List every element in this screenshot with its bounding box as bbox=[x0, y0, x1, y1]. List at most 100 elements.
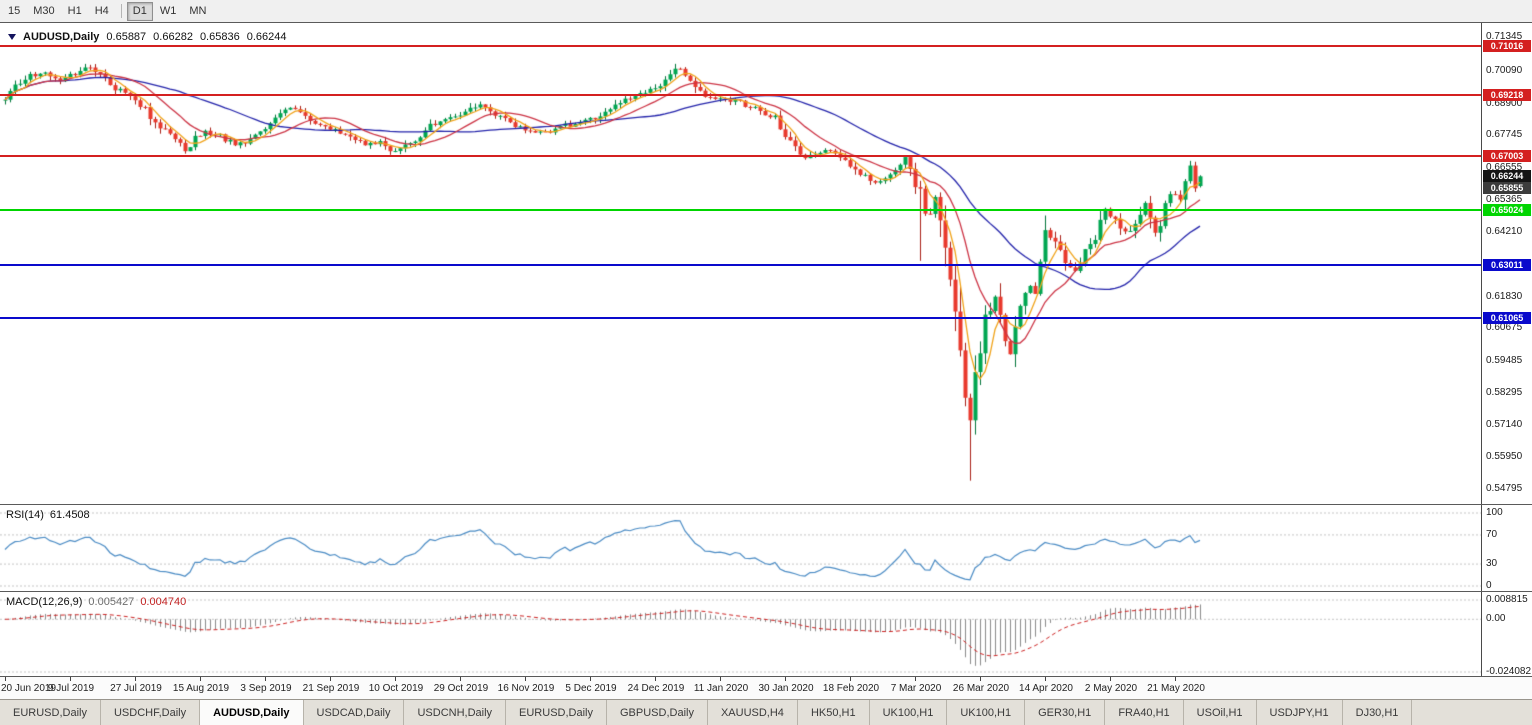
timeframe-button-d1[interactable]: D1 bbox=[126, 1, 153, 21]
price-axis-label: 0.59485 bbox=[1486, 354, 1523, 366]
timeframe-button-mn[interactable]: MN bbox=[189, 5, 207, 17]
chart-tab-xauusd-h4[interactable]: XAUUSD,H4 bbox=[707, 700, 798, 725]
time-scale[interactable]: 20 Jun 2019 9 Jul 2019 27 Jul 2019 15 Aug 2… bbox=[0, 677, 1532, 699]
price-axis-label: 0.65365 bbox=[1486, 194, 1523, 206]
date-tick bbox=[590, 677, 591, 681]
ohlc-high: 0.66282 bbox=[153, 31, 193, 43]
date-tick bbox=[5, 677, 6, 681]
rsi-label: RSI(14) 61.4508 bbox=[6, 509, 90, 521]
price-axis-label: 0.67745 bbox=[1486, 129, 1523, 141]
symbol-ohlc-line: AUDUSD,Daily 0.65887 0.66282 0.65836 0.6… bbox=[8, 31, 286, 43]
macd-axis-label: 0.008815 bbox=[1486, 594, 1528, 605]
date-label: 20 Jun 2019 bbox=[1, 683, 57, 694]
rsi-axis-label: 70 bbox=[1486, 528, 1498, 540]
date-label: 29 Oct 2019 bbox=[433, 683, 489, 694]
date-label: 14 Apr 2020 bbox=[1019, 683, 1073, 694]
date-label: 5 Dec 2019 bbox=[565, 683, 617, 694]
ohlc-open: 0.65887 bbox=[106, 31, 147, 43]
chart-menu-icon[interactable] bbox=[8, 34, 16, 40]
timeframe-toolbar: 15 M30 H1 H4 D1 W1 MN bbox=[0, 0, 1532, 22]
chart-tab-eurusd-daily[interactable]: EURUSD,Daily bbox=[0, 700, 101, 725]
price-axis-label: 0.61830 bbox=[1486, 290, 1523, 302]
date-tick bbox=[265, 677, 266, 681]
chart-tab-dj30-h1[interactable]: DJ30,H1 bbox=[1342, 700, 1413, 725]
current-price-badge: 0.66244 bbox=[1483, 170, 1531, 183]
date-tick bbox=[980, 677, 981, 681]
chart-tab-fra40-h1[interactable]: FRA40,H1 bbox=[1105, 700, 1184, 725]
ohlc-low: 0.65836 bbox=[199, 31, 240, 43]
date-tick bbox=[200, 677, 201, 681]
price-axis-label: 0.66555 bbox=[1486, 161, 1523, 173]
date-tick bbox=[785, 677, 786, 681]
chart-tab-ger30-h1[interactable]: GER30,H1 bbox=[1025, 700, 1106, 725]
chart-tab-eurusd-daily[interactable]: EURUSD,Daily bbox=[506, 700, 607, 725]
chart-tab-uk100-h1[interactable]: UK100,H1 bbox=[869, 700, 948, 725]
price-axis-label: 0.54795 bbox=[1486, 483, 1523, 494]
chart-tab-bar: EURUSD,Daily USDCHF,Daily AUDUSD,Daily USDC… bbox=[0, 699, 1532, 725]
date-label: 3 Sep 2019 bbox=[240, 683, 292, 694]
macd-axis-label: 0.00 bbox=[1486, 613, 1506, 625]
date-label: 11 Jan 2020 bbox=[693, 683, 749, 694]
chart-tab-usdjpy-h1[interactable]: USDJPY,H1 bbox=[1256, 700, 1343, 725]
macd-axis-label: -0.024082 bbox=[1486, 666, 1532, 677]
date-tick bbox=[850, 677, 851, 681]
rsi-value: 61.4508 bbox=[49, 509, 90, 521]
toolbar-separator bbox=[120, 4, 122, 18]
date-label: 2 May 2020 bbox=[1084, 683, 1138, 694]
date-label: 21 May 2020 bbox=[1147, 683, 1205, 694]
chart-tab-usdchf-daily[interactable]: USDCHF,Daily bbox=[100, 700, 201, 725]
date-label: 7 Mar 2020 bbox=[890, 683, 942, 694]
chart-tab-hk50-h1[interactable]: HK50,H1 bbox=[797, 700, 870, 725]
macd-label: MACD(12,26,9) 0.005427 0.004740 bbox=[6, 596, 186, 608]
level-price-badge: 0.71016 bbox=[1483, 39, 1531, 52]
macd-name: MACD(12,26,9) bbox=[6, 596, 83, 608]
level-price-badge: 0.61065 bbox=[1483, 311, 1531, 324]
macd-main-value: 0.005427 bbox=[88, 596, 135, 608]
chart-frame-bottom bbox=[0, 676, 1532, 677]
price-axis-label: 0.64210 bbox=[1486, 225, 1523, 237]
symbol-name: AUDUSD,Daily bbox=[23, 31, 100, 43]
date-tick bbox=[655, 677, 656, 681]
date-label: 24 Dec 2019 bbox=[627, 683, 685, 694]
chart-tab-usdcad-daily[interactable]: USDCAD,Daily bbox=[303, 700, 405, 725]
date-tick bbox=[1175, 677, 1176, 681]
date-label: 21 Sep 2019 bbox=[302, 683, 360, 694]
date-label: 27 Jul 2019 bbox=[110, 683, 162, 694]
price-scale[interactable]: 0.71345 0.70090 0.68900 0.67745 0.66555 0.653… bbox=[1481, 22, 1532, 677]
price-chart-canvas[interactable] bbox=[0, 22, 1481, 504]
date-tick bbox=[720, 677, 721, 681]
ohlc-close: 0.66244 bbox=[246, 31, 287, 43]
macd-indicator-canvas[interactable] bbox=[0, 592, 1481, 677]
rsi-axis-label: 30 bbox=[1486, 558, 1498, 570]
chart-tab-usoil-h1[interactable]: USOil,H1 bbox=[1183, 700, 1257, 725]
timeframe-button-w1[interactable]: W1 bbox=[159, 5, 177, 17]
chart-tab-usdcnh-daily[interactable]: USDCNH,Daily bbox=[404, 700, 507, 725]
date-tick bbox=[70, 677, 71, 681]
rsi-axis-label: 0 bbox=[1486, 580, 1492, 591]
panel-divider-rsi[interactable] bbox=[0, 504, 1532, 505]
date-tick bbox=[1045, 677, 1046, 681]
chart-window: AUDUSD,Daily 0.65887 0.66282 0.65836 0.6… bbox=[0, 22, 1532, 677]
date-tick bbox=[460, 677, 461, 681]
chart-tab-uk100-h1[interactable]: UK100,H1 bbox=[947, 700, 1026, 725]
date-tick bbox=[525, 677, 526, 681]
timeframe-button-15[interactable]: 15 bbox=[8, 5, 21, 17]
price-axis-label: 0.71345 bbox=[1486, 31, 1523, 42]
panel-divider-macd[interactable] bbox=[0, 591, 1532, 592]
timeframe-button-h1[interactable]: H1 bbox=[67, 5, 82, 17]
rsi-axis-label: 100 bbox=[1486, 507, 1503, 518]
date-label: 10 Oct 2019 bbox=[368, 683, 424, 694]
date-label: 18 Feb 2020 bbox=[822, 683, 880, 694]
timeframe-button-m30[interactable]: M30 bbox=[33, 5, 55, 17]
chart-tab-audusd-daily[interactable]: AUDUSD,Daily bbox=[200, 700, 304, 725]
date-tick bbox=[135, 677, 136, 681]
chart-tab-gbpusd-daily[interactable]: GBPUSD,Daily bbox=[607, 700, 708, 725]
current-price-badge: 0.65855 bbox=[1483, 182, 1531, 195]
rsi-indicator-canvas[interactable] bbox=[0, 505, 1481, 591]
timeframe-button-h4[interactable]: H4 bbox=[94, 5, 109, 17]
date-tick bbox=[330, 677, 331, 681]
macd-signal-value: 0.004740 bbox=[140, 596, 187, 608]
date-label: 15 Aug 2019 bbox=[172, 683, 230, 694]
date-label: 9 Jul 2019 bbox=[47, 683, 95, 694]
date-tick bbox=[395, 677, 396, 681]
